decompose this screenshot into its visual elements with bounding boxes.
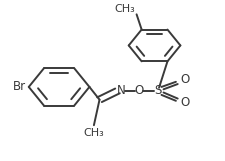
Text: CH₃: CH₃ bbox=[114, 4, 134, 14]
Text: Br: Br bbox=[13, 80, 26, 93]
Text: O: O bbox=[180, 96, 189, 109]
Text: CH₃: CH₃ bbox=[83, 128, 104, 138]
Text: O: O bbox=[180, 73, 189, 86]
Text: O: O bbox=[134, 84, 143, 97]
Text: N: N bbox=[116, 84, 125, 97]
Text: S: S bbox=[153, 84, 161, 97]
